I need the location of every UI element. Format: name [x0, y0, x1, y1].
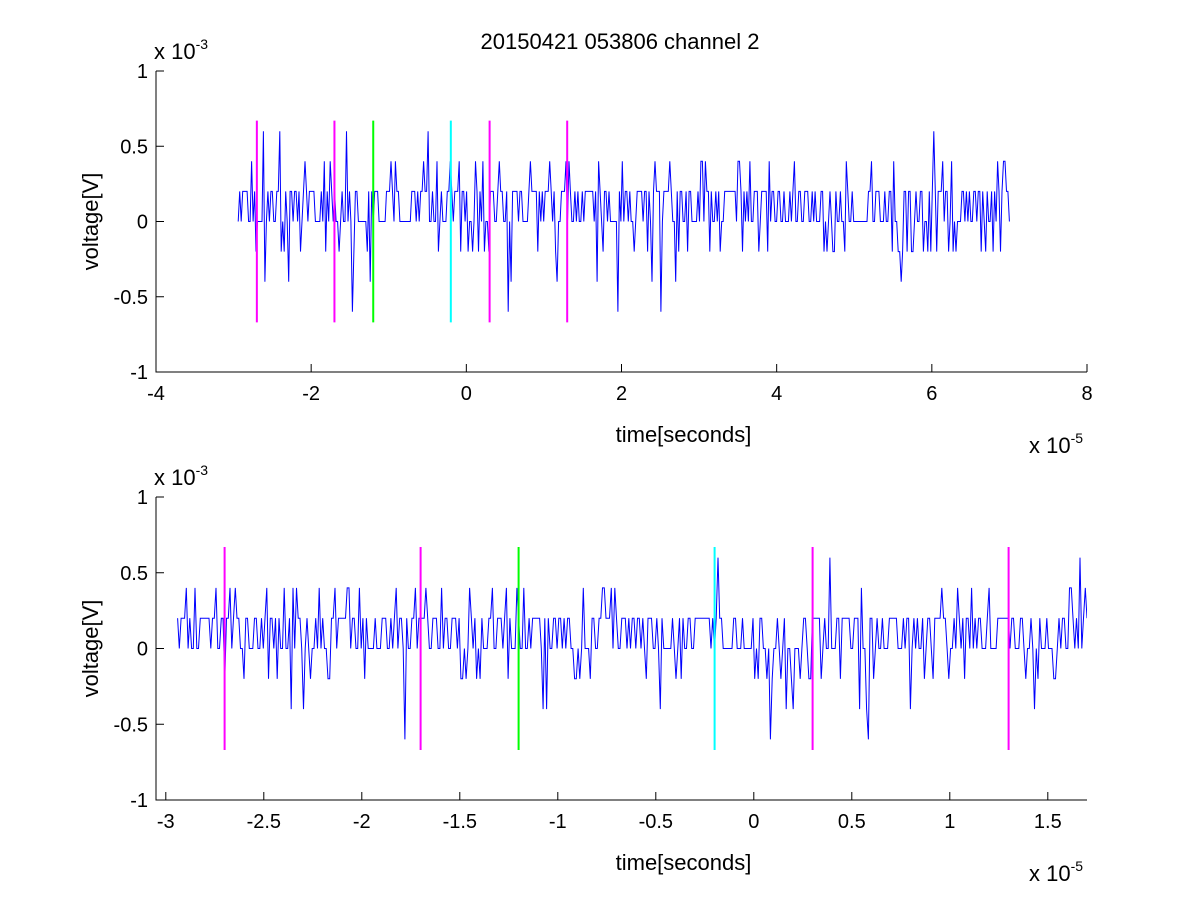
figure-title: 20150421 053806 channel 2 [481, 29, 760, 54]
bottom-plot: -1 -0.5 0 0.5 1 -3 -2.5 -2 -1.5 -1 -0.5 0 0.5 1 1.5 tim… [78, 462, 1087, 886]
y-tick-label: 1 [137, 61, 148, 83]
y-tick-label: -0.5 [114, 714, 148, 736]
x-tick-label: 0 [748, 811, 759, 833]
x-tick-label: -2.5 [247, 811, 281, 833]
x-tick-label: 6 [926, 383, 937, 405]
x-tick-label: 8 [1081, 383, 1092, 405]
x-tick-label: -2 [302, 383, 320, 405]
y-tick-label: -1 [130, 362, 148, 384]
y-tick-label: -0.5 [114, 287, 148, 309]
top-plot: -1 -0.5 0 0.5 1 -4 -2 0 2 4 6 8 time[seconds] voltage… [78, 36, 1093, 458]
signal-trace [177, 557, 1087, 740]
y-tick-label: 0 [137, 212, 148, 234]
x-tick-label: -0.5 [639, 811, 673, 833]
x-tick-label: -1 [549, 811, 567, 833]
y-axis-label: voltage[V] [78, 173, 103, 271]
x-axis-label: time[seconds] [616, 850, 752, 875]
y-tick-label: 0.5 [120, 136, 148, 158]
x-tick-label: -4 [147, 383, 165, 405]
y-tick-label: 0.5 [120, 563, 148, 585]
signal-trace [237, 131, 1010, 312]
y-tick-label: 1 [137, 487, 148, 509]
y-axis-label: voltage[V] [78, 600, 103, 698]
x-tick-label: 0.5 [838, 811, 866, 833]
x-axis-label: time[seconds] [616, 422, 752, 447]
x-tick-label: -2 [353, 811, 371, 833]
x-tick-label: -3 [157, 811, 175, 833]
x-tick-label: 0 [461, 383, 472, 405]
x-tick-label: 1.5 [1034, 811, 1062, 833]
x-tick-label: 2 [616, 383, 627, 405]
x-tick-label: 1 [944, 811, 955, 833]
x-tick-label: -1.5 [443, 811, 477, 833]
y-tick-label: -1 [130, 790, 148, 812]
y-tick-label: 0 [137, 639, 148, 661]
x-tick-label: 4 [771, 383, 782, 405]
